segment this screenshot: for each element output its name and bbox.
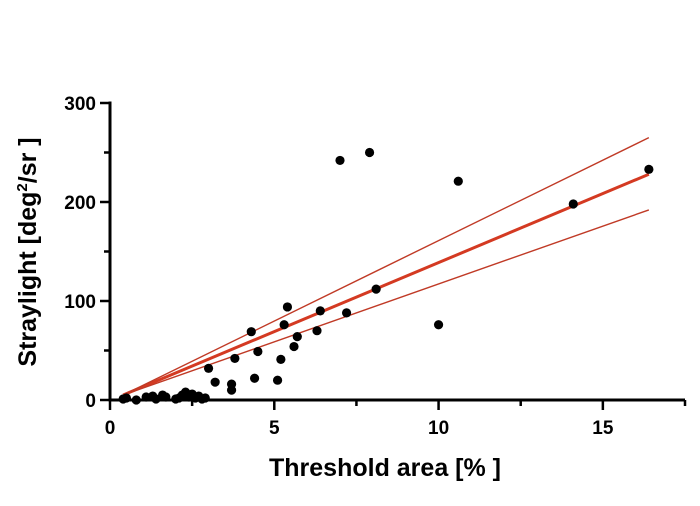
y-axis-title-superscript: 2 bbox=[14, 183, 31, 191]
y-axis-title: Straylight [deg2/sr ] bbox=[14, 137, 42, 366]
data-point bbox=[282, 302, 293, 312]
data-point bbox=[371, 284, 381, 294]
y-tick-label: 0 bbox=[85, 391, 96, 412]
data-point bbox=[230, 353, 240, 364]
data-point bbox=[276, 354, 286, 365]
data-point bbox=[312, 326, 322, 336]
data-point bbox=[453, 176, 463, 186]
x-tick-label: 5 bbox=[269, 418, 280, 439]
data-point bbox=[203, 363, 214, 373]
axis-ticks: 0 5 10 15 0 100 200 300 bbox=[64, 94, 687, 439]
data-point bbox=[253, 346, 263, 357]
data-point bbox=[279, 320, 289, 330]
data-point bbox=[210, 377, 220, 387]
fit-lines bbox=[122, 137, 650, 397]
data-points bbox=[118, 147, 654, 405]
y-axis-title-end: /sr ] bbox=[14, 137, 42, 183]
data-point bbox=[568, 199, 578, 209]
confidence-lower-line bbox=[122, 209, 650, 396]
data-point bbox=[226, 385, 237, 395]
y-tick-label: 300 bbox=[64, 94, 96, 115]
regression-line bbox=[122, 172, 650, 397]
x-axis-title: Threshold area [% ] bbox=[269, 454, 501, 482]
y-axis-title-main: Straylight [deg bbox=[14, 192, 42, 367]
data-point bbox=[249, 373, 260, 383]
data-point bbox=[246, 327, 256, 337]
y-tick-label: 200 bbox=[64, 193, 96, 214]
data-point bbox=[341, 308, 352, 318]
data-point bbox=[644, 164, 654, 174]
data-point bbox=[292, 332, 302, 342]
data-point bbox=[335, 155, 345, 166]
data-point bbox=[433, 320, 444, 330]
data-point bbox=[272, 375, 283, 385]
x-tick-label: 15 bbox=[592, 418, 614, 439]
x-tick-label: 10 bbox=[428, 418, 449, 439]
data-point bbox=[364, 147, 375, 158]
y-tick-label: 100 bbox=[64, 292, 96, 313]
confidence-upper-line bbox=[122, 137, 650, 396]
data-point bbox=[315, 306, 325, 316]
data-point bbox=[289, 341, 299, 352]
x-tick-label: 0 bbox=[105, 418, 116, 439]
axes bbox=[108, 101, 685, 402]
